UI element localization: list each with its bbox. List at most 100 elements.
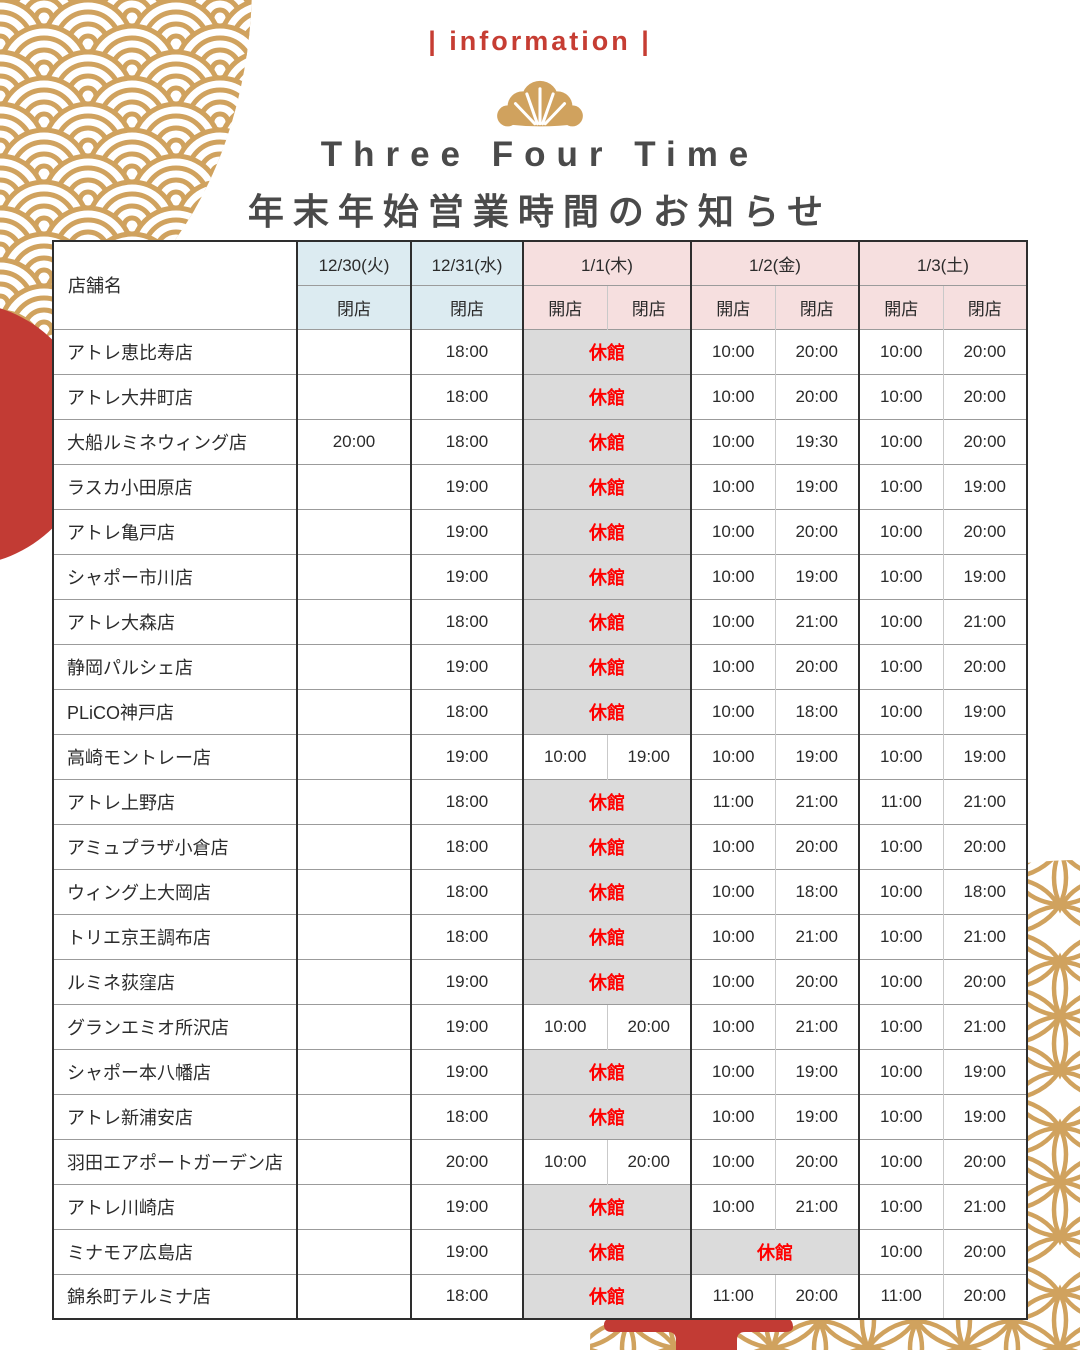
time-cell: 19:00 xyxy=(774,1048,859,1094)
pine-crest-icon xyxy=(488,73,592,129)
table-row: ラスカ小田原店 19:00 休館 10:00 19:00 10:00 19:00 xyxy=(52,463,1027,509)
time-cell: 18:00 xyxy=(410,1273,523,1319)
time-cell: 19:00 xyxy=(942,733,1027,779)
closed-cell: 休館 xyxy=(522,1048,691,1094)
closed-cell: 休館 xyxy=(522,418,691,464)
store-name-cell: ミナモア広島店 xyxy=(52,1228,297,1274)
closed-cell: 休館 xyxy=(522,328,691,374)
time-cell: 19:00 xyxy=(774,553,859,599)
time-cell: 19:00 xyxy=(410,643,523,689)
time-cell xyxy=(296,1183,411,1229)
time-cell: 20:00 xyxy=(942,1138,1027,1184)
closed-cell: 休館 xyxy=(522,958,691,1004)
table-row: アトレ大井町店 18:00 休館 10:00 20:00 10:00 20:00 xyxy=(52,373,1027,419)
time-cell xyxy=(296,1048,411,1094)
time-cell: 10:00 xyxy=(858,1183,943,1229)
store-name-cell: グランエミオ所沢店 xyxy=(52,1003,297,1049)
store-name-cell: ルミネ荻窪店 xyxy=(52,958,297,1004)
sub-header: 閉店 xyxy=(942,284,1027,329)
time-cell: 10:00 xyxy=(858,1138,943,1184)
closed-cell: 休館 xyxy=(522,1183,691,1229)
time-cell: 18:00 xyxy=(410,598,523,644)
time-cell: 19:00 xyxy=(606,733,691,779)
time-cell: 18:00 xyxy=(774,868,859,914)
time-cell: 10:00 xyxy=(690,508,775,554)
time-cell: 10:00 xyxy=(858,1048,943,1094)
time-cell: 10:00 xyxy=(690,958,775,1004)
time-cell: 10:00 xyxy=(690,913,775,959)
time-cell: 18:00 xyxy=(410,868,523,914)
closed-cell: 休館 xyxy=(522,463,691,509)
time-cell xyxy=(296,373,411,419)
time-cell: 21:00 xyxy=(774,1183,859,1229)
time-cell: 20:00 xyxy=(774,823,859,869)
closed-cell: 休館 xyxy=(522,823,691,869)
time-cell: 18:00 xyxy=(942,868,1027,914)
store-name-cell: シャポー本八幡店 xyxy=(52,1048,297,1094)
time-cell: 10:00 xyxy=(858,373,943,419)
time-cell: 10:00 xyxy=(690,1093,775,1139)
time-cell: 21:00 xyxy=(774,598,859,644)
time-cell: 10:00 xyxy=(858,553,943,599)
time-cell xyxy=(296,643,411,689)
closed-cell: 休館 xyxy=(522,553,691,599)
time-cell xyxy=(296,1003,411,1049)
sub-header: 閉店 xyxy=(774,284,859,329)
time-cell: 11:00 xyxy=(858,1273,943,1319)
time-cell: 19:00 xyxy=(942,1093,1027,1139)
store-name-cell: アトレ新浦安店 xyxy=(52,1093,297,1139)
time-cell: 10:00 xyxy=(690,868,775,914)
time-cell: 18:00 xyxy=(410,778,523,824)
time-cell: 21:00 xyxy=(774,913,859,959)
time-cell: 19:00 xyxy=(410,508,523,554)
time-cell: 19:00 xyxy=(410,1228,523,1274)
time-cell: 19:00 xyxy=(410,958,523,1004)
time-cell: 20:00 xyxy=(774,958,859,1004)
store-name-cell: アトレ恵比寿店 xyxy=(52,328,297,374)
time-cell: 21:00 xyxy=(942,598,1027,644)
table-row: アトレ大森店 18:00 休館 10:00 21:00 10:00 21:00 xyxy=(52,598,1027,644)
time-cell: 19:00 xyxy=(774,1093,859,1139)
table-row: アトレ恵比寿店 18:00 休館 10:00 20:00 10:00 20:00 xyxy=(52,328,1027,374)
time-cell: 18:00 xyxy=(774,688,859,734)
time-cell: 21:00 xyxy=(942,778,1027,824)
info-label: | information | xyxy=(428,26,652,56)
time-cell: 10:00 xyxy=(858,688,943,734)
time-cell xyxy=(296,778,411,824)
time-cell: 10:00 xyxy=(690,733,775,779)
closed-cell: 休館 xyxy=(522,508,691,554)
time-cell: 19:00 xyxy=(942,1048,1027,1094)
time-cell: 19:00 xyxy=(410,1183,523,1229)
time-cell: 21:00 xyxy=(774,778,859,824)
time-cell: 20:00 xyxy=(606,1003,691,1049)
closed-cell: 休館 xyxy=(522,643,691,689)
closed-cell: 休館 xyxy=(522,598,691,644)
closed-cell: 休館 xyxy=(522,778,691,824)
time-cell: 19:30 xyxy=(774,418,859,464)
time-cell: 10:00 xyxy=(858,958,943,1004)
closed-cell: 休館 xyxy=(522,1093,691,1139)
store-name-cell: アトレ川崎店 xyxy=(52,1183,297,1229)
store-name-cell: トリエ京王調布店 xyxy=(52,913,297,959)
table-row: シャポー市川店 19:00 休館 10:00 19:00 10:00 19:00 xyxy=(52,553,1027,599)
time-cell xyxy=(296,463,411,509)
red-cloud-decoration xyxy=(604,1318,793,1350)
time-cell: 20:00 xyxy=(606,1138,691,1184)
sub-header: 閉店 xyxy=(296,284,411,329)
time-cell: 11:00 xyxy=(858,778,943,824)
time-cell: 10:00 xyxy=(522,1003,607,1049)
time-cell: 10:00 xyxy=(522,733,607,779)
time-cell: 10:00 xyxy=(858,1003,943,1049)
table-row: 錦糸町テルミナ店 18:00 休館 11:00 20:00 11:00 20:00 xyxy=(52,1273,1027,1319)
hours-table: 店舗名 12/30(火) 12/31(水) 1/1(木) 1/2(金) 1/3(土) 閉店閉… xyxy=(52,240,1028,1320)
time-cell: 19:00 xyxy=(410,1003,523,1049)
time-cell: 20:00 xyxy=(942,1273,1027,1319)
time-cell: 20:00 xyxy=(774,508,859,554)
time-cell xyxy=(296,868,411,914)
time-cell: 19:00 xyxy=(942,553,1027,599)
time-cell: 21:00 xyxy=(942,1003,1027,1049)
time-cell: 20:00 xyxy=(774,1273,859,1319)
time-cell: 10:00 xyxy=(858,643,943,689)
time-cell: 19:00 xyxy=(942,688,1027,734)
time-cell: 20:00 xyxy=(774,643,859,689)
